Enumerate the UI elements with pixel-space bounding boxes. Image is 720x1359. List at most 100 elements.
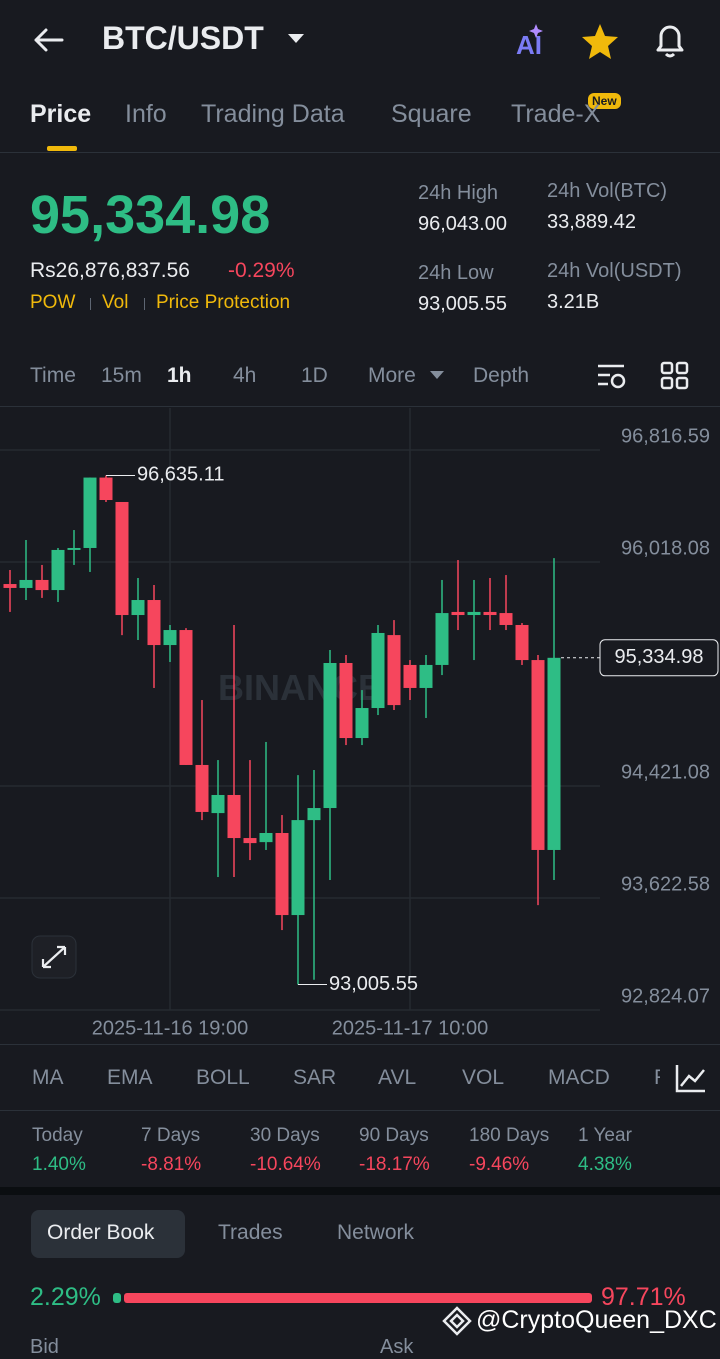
interval[interactable]: Time (30, 364, 76, 387)
candle-body (35, 579, 49, 591)
layout-button[interactable] (660, 361, 690, 391)
candle-body (483, 611, 497, 616)
svg-text:AI: AI (516, 30, 542, 58)
candle-body (403, 664, 417, 688)
indicator-button[interactable] (674, 1062, 708, 1094)
period-label: 30 Days (250, 1125, 320, 1146)
divider (0, 1110, 720, 1111)
orderbook-tab[interactable]: Network (337, 1221, 415, 1244)
candle-body (211, 794, 225, 814)
candle-body (115, 501, 129, 616)
period-label: 1 Year (578, 1125, 632, 1146)
favorite-button[interactable] (580, 22, 620, 60)
pair-dropdown[interactable] (286, 32, 306, 46)
indicator[interactable]: VOL (462, 1066, 505, 1089)
indicator[interactable]: MA (32, 1066, 64, 1089)
candle-body (435, 613, 449, 665)
interval[interactable]: 1D (301, 364, 328, 387)
candle-body (51, 549, 65, 591)
interval[interactable]: 15m (101, 364, 142, 387)
stat-label: 24h High (418, 182, 499, 204)
candle-body (339, 662, 353, 739)
pair-title[interactable]: BTC/USDT (102, 20, 264, 56)
candle-body (131, 600, 145, 616)
candle-body (419, 664, 433, 688)
indicator[interactable]: AVL (378, 1066, 417, 1089)
candlestick-chart: BINANCE 96,816.59 96,018.08 94,421.08 93,622… (0, 408, 719, 1039)
candle-body (147, 600, 161, 646)
candle-body (195, 764, 209, 812)
indicator[interactable]: MACD (548, 1066, 610, 1089)
candle-body (387, 635, 401, 706)
tab[interactable]: Trading Data (201, 100, 345, 128)
current-price-label: 95,334.98 (615, 646, 704, 668)
tag[interactable]: Price Protection (156, 292, 291, 313)
stat-value: 93,005.55 (418, 293, 507, 315)
current-price-box (599, 639, 719, 677)
divider (0, 1044, 720, 1045)
y-tick-label: 93,622.58 (621, 873, 710, 895)
period-label: 7 Days (141, 1125, 201, 1146)
tab[interactable]: Trade-X (511, 100, 601, 128)
back-button[interactable] (30, 24, 70, 56)
ask-bar (124, 1293, 592, 1303)
candle-body (179, 630, 193, 765)
interval[interactable]: 4h (233, 364, 257, 387)
tab[interactable]: Info (125, 100, 167, 128)
annotation-label: 96,635.11 (137, 464, 225, 486)
candle-body (323, 662, 337, 809)
notification-button[interactable] (650, 20, 690, 60)
candle-body (3, 584, 17, 588)
active-tab-bg (31, 1210, 185, 1258)
candle-body (275, 832, 289, 916)
candle-body (83, 477, 97, 548)
period-label: 90 Days (359, 1125, 429, 1146)
interval[interactable]: More (368, 364, 416, 387)
period-label: Today (32, 1125, 83, 1146)
candle-body (259, 832, 273, 843)
y-tick-label: 96,816.59 (621, 425, 710, 447)
candle-body (67, 547, 81, 550)
ai-button[interactable]: AI (514, 22, 554, 58)
indicator[interactable]: RSI (654, 1066, 660, 1090)
new-badge: New (588, 93, 621, 109)
bid-ratio: 2.29% (30, 1283, 101, 1311)
period-change: -18.17% (359, 1154, 430, 1175)
tab[interactable]: Square (391, 100, 472, 128)
y-tick-label: 96,018.08 (621, 537, 710, 559)
period-change: 4.38% (578, 1154, 632, 1175)
y-tick-label: 94,421.08 (621, 761, 710, 783)
tag[interactable]: POW (30, 292, 76, 313)
orderbook-tab[interactable]: Trades (218, 1221, 283, 1244)
tag[interactable]: Vol (102, 292, 129, 313)
candle-body (291, 820, 305, 916)
indicator[interactable]: SAR (293, 1066, 337, 1089)
indicator[interactable]: EMA (107, 1066, 153, 1089)
y-tick-label: 92,824.07 (621, 985, 710, 1007)
candle-body (163, 630, 177, 646)
price-change: -0.29% (228, 259, 295, 282)
stat-label: 24h Vol(USDT) (547, 260, 682, 282)
candle-body (451, 611, 465, 616)
candle-body (531, 660, 545, 850)
indicator-bar: MA EMA BOLL SAR AVL VOL MACD RSI (0, 1056, 660, 1100)
fiat-price: Rs26,876,837.56 (30, 259, 190, 282)
x-tick-label: 2025-11-16 19:00 (92, 1017, 248, 1039)
candle-body (19, 579, 33, 588)
orderbook-tab[interactable]: Order Book (47, 1221, 155, 1244)
period-change: -9.46% (469, 1154, 530, 1175)
interval[interactable]: Depth (473, 364, 530, 387)
stat-value: 96,043.00 (418, 213, 507, 235)
chart-settings-button[interactable] (596, 362, 628, 392)
indicator[interactable]: BOLL (196, 1066, 250, 1089)
bid-column: Bid (30, 1336, 59, 1358)
interval[interactable]: 1h (167, 364, 192, 387)
candle-body (307, 808, 321, 821)
x-tick-label: 2025-11-17 10:00 (332, 1017, 488, 1039)
tab[interactable]: Price (30, 100, 92, 128)
expand-button[interactable] (31, 935, 77, 979)
chart-watermark: BINANCE (218, 667, 382, 708)
more-caret (430, 371, 444, 379)
candle-body (467, 611, 481, 616)
